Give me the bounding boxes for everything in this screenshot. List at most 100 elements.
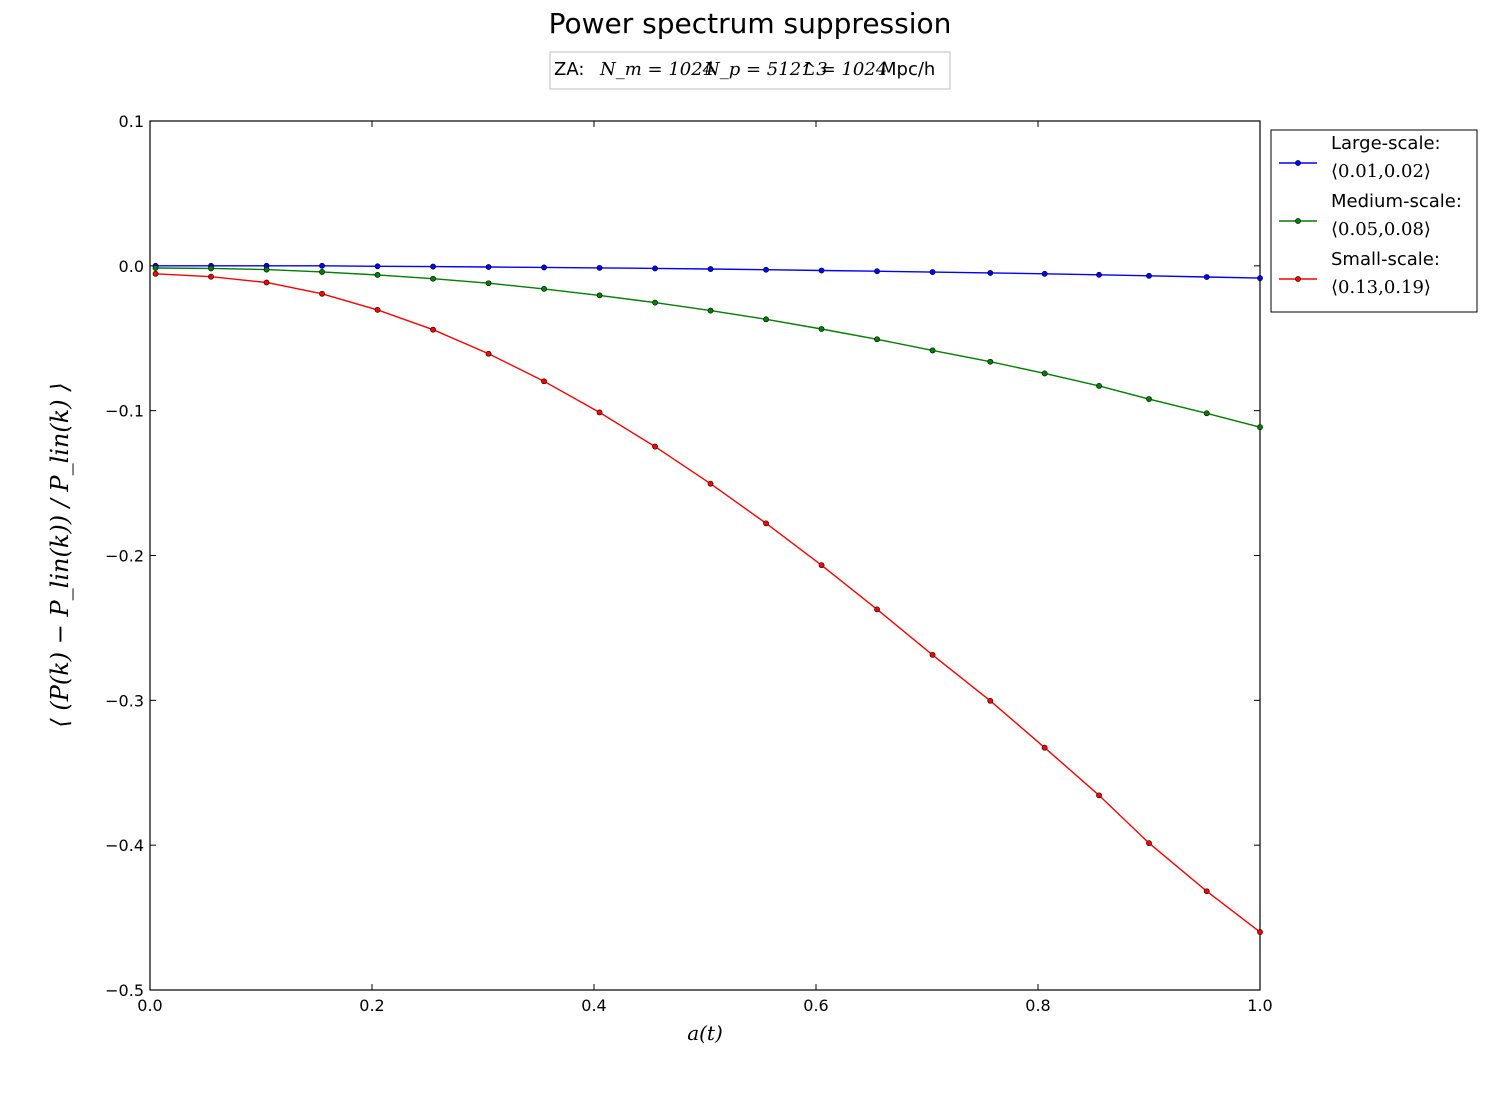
data-point — [874, 268, 880, 275]
chart-title: Power spectrum suppression — [549, 7, 952, 40]
legend-range: ⟨0.13,0.19⟩ — [1331, 277, 1431, 298]
legend-label: Large-scale: — [1331, 133, 1441, 154]
y-tick-label: 0.0 — [119, 257, 144, 276]
data-point — [1096, 792, 1102, 799]
legend-range: ⟨0.05,0.08⟩ — [1331, 219, 1431, 240]
subtitle-unit: Mpc/h — [881, 59, 935, 80]
data-point — [818, 326, 825, 332]
data-point — [818, 562, 825, 569]
data-point — [374, 272, 381, 278]
subtitle-nm: N_m = 1024 — [599, 59, 714, 80]
axis-ticks: 0.0 0.2 0.4 0.6 0.8 1.0 0.1 0.0 −0.1 −0.2 −0.3 −0.4… — [105, 112, 1273, 1015]
data-point — [1146, 396, 1152, 402]
data-point — [263, 279, 270, 286]
data-point — [1257, 929, 1263, 935]
data-point — [263, 266, 270, 273]
data-point — [430, 263, 436, 270]
data-point — [430, 275, 436, 282]
data-point — [152, 270, 159, 277]
subtitle-box: ZA: N_m = 1024 N_p = 512^3 L = 1024 Mpc/… — [549, 51, 951, 90]
data-point — [208, 273, 214, 280]
x-tick-label: 1.0 — [1247, 996, 1272, 1015]
data-point — [541, 378, 547, 385]
data-point — [1041, 270, 1048, 277]
subtitle-np: N_p = 512^3 — [703, 59, 828, 80]
data-point — [152, 265, 159, 271]
x-tick-label: 0.2 — [359, 996, 384, 1015]
data-point — [541, 285, 547, 292]
x-tick-label: 0.0 — [137, 996, 162, 1015]
data-point — [874, 606, 880, 613]
data-point — [485, 280, 492, 287]
data-point — [1146, 272, 1152, 279]
data-point — [1257, 275, 1263, 282]
x-axis-label: a(t) — [687, 1021, 723, 1045]
legend-item: Small-scale: ⟨0.13,0.19⟩ — [1279, 249, 1440, 298]
data-point — [374, 306, 381, 313]
x-tick-label: 0.8 — [1025, 996, 1050, 1015]
data-point — [596, 292, 603, 299]
x-tick-label: 0.4 — [581, 996, 606, 1015]
data-point — [707, 266, 714, 272]
legend-label: Small-scale: — [1331, 249, 1440, 270]
y-tick-label: −0.4 — [105, 836, 144, 855]
series-2 — [152, 265, 1263, 431]
data-point — [1146, 840, 1152, 847]
data-point — [987, 270, 994, 276]
legend-marker — [1295, 160, 1301, 166]
data-point — [652, 265, 658, 272]
data-point — [763, 316, 769, 323]
data-point — [430, 326, 436, 333]
y-tick-label: 0.1 — [119, 112, 144, 131]
data-point — [987, 697, 994, 704]
data-point — [596, 264, 603, 271]
legend-item: Large-scale: ⟨0.01,0.02⟩ — [1279, 133, 1441, 182]
data-point — [929, 269, 936, 275]
subtitle-box-size: L = 1024 — [802, 59, 887, 80]
data-point — [319, 262, 325, 269]
data-point — [541, 264, 547, 271]
data-point — [1257, 424, 1263, 431]
data-point — [874, 336, 880, 343]
data-point — [485, 350, 492, 357]
data-point — [1041, 744, 1048, 751]
data-point — [1096, 383, 1102, 389]
data-point — [929, 651, 936, 658]
legend-item: Medium-scale: ⟨0.05,0.08⟩ — [1279, 191, 1462, 240]
data-point — [763, 520, 769, 527]
data-point — [707, 480, 714, 487]
data-point — [652, 299, 658, 306]
data-point — [652, 443, 658, 450]
y-tick-label: −0.5 — [105, 981, 144, 1000]
x-tick-label: 0.6 — [803, 996, 828, 1015]
legend-label: Medium-scale: — [1331, 191, 1462, 212]
data-point — [596, 409, 603, 416]
data-point — [987, 358, 994, 365]
data-point — [319, 290, 325, 297]
data-point — [929, 347, 936, 354]
data-point — [1096, 271, 1102, 278]
plot-area — [149, 120, 1261, 991]
data-point — [707, 307, 714, 314]
data-point — [374, 263, 381, 270]
legend-marker — [1295, 218, 1301, 224]
data-point — [1203, 888, 1210, 895]
data-point — [319, 269, 325, 275]
y-axis-label: ⟨ (P(k) − P_lin(k)) / P_lin(k) ⟩ — [46, 382, 74, 727]
series-layer — [152, 262, 1263, 935]
y-tick-label: −0.3 — [105, 691, 144, 710]
data-point — [1041, 370, 1048, 377]
svg-text:ZA:: ZA: — [554, 59, 584, 80]
data-point — [485, 264, 492, 270]
data-point — [818, 267, 825, 274]
legend-marker — [1295, 276, 1301, 282]
series-line — [155, 273, 1261, 933]
data-point — [1203, 410, 1210, 417]
subtitle-prefix: ZA: — [554, 59, 584, 80]
y-tick-label: −0.1 — [105, 402, 144, 421]
data-point — [1203, 274, 1210, 280]
legend-range: ⟨0.01,0.02⟩ — [1331, 161, 1431, 182]
data-point — [763, 266, 769, 273]
legend: Large-scale: ⟨0.01,0.02⟩ Medium-scale: ⟨0.0… — [1270, 129, 1478, 313]
